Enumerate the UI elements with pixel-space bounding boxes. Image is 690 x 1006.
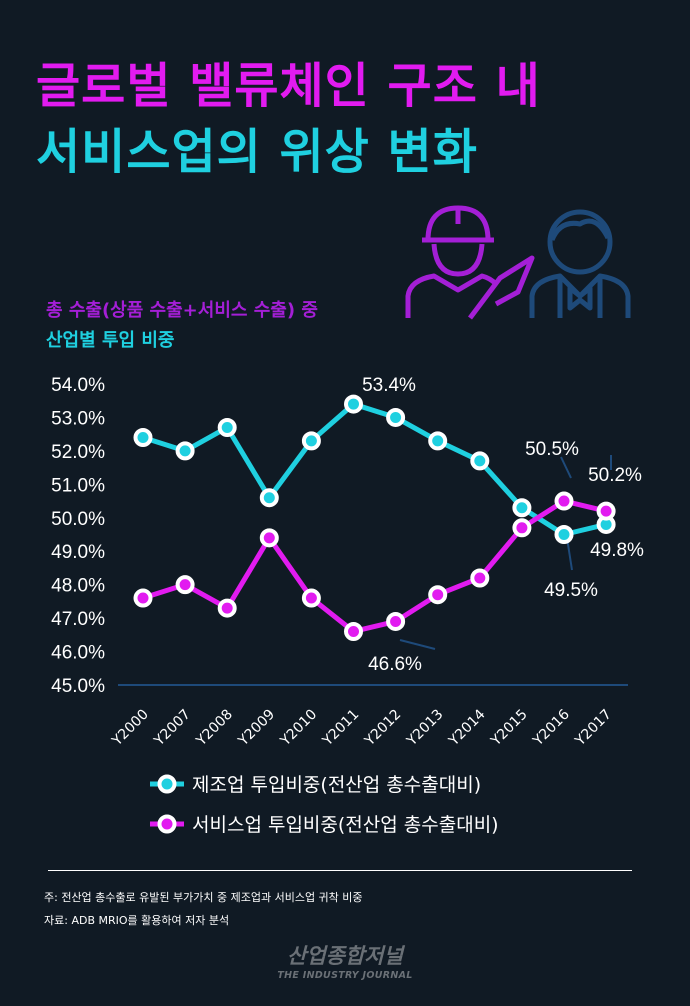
x-tick-label: Y2013 (403, 707, 446, 750)
data-point (554, 525, 574, 544)
y-tick-label: 53.0% (51, 408, 105, 429)
data-point (428, 585, 448, 605)
series-line-0 (142, 401, 607, 537)
businessman-icon (529, 209, 631, 318)
construction-worker-icon (405, 205, 535, 320)
y-tick-label: 48.0% (51, 576, 105, 597)
data-label: 49.5% (544, 580, 598, 601)
source-note: 자료: ADB MRIO를 활용하여 저자 분석 (44, 914, 230, 927)
y-tick-label: 54.0% (51, 375, 105, 396)
y-tick-label: 47.0% (51, 609, 105, 630)
x-tick-label: Y2008 (193, 707, 236, 750)
x-tick-label: Y2007 (151, 707, 194, 750)
y-tick-label: 50.0% (51, 509, 105, 530)
data-point (301, 588, 321, 608)
title-line-1: 글로벌 밸류체인 구조 내 (36, 58, 541, 114)
data-point (344, 621, 363, 641)
data-label: 46.6% (368, 654, 422, 675)
logo-korean: 산업종합저널 (287, 944, 403, 968)
data-point (133, 428, 153, 448)
data-label: 49.8% (590, 540, 644, 561)
data-point (259, 488, 279, 508)
x-tick-label: Y2010 (277, 707, 320, 750)
annotation-leader-line (399, 639, 436, 650)
data-point (512, 498, 532, 518)
data-label: 53.4% (362, 375, 416, 396)
chart-subtitle-2: 산업별 투입 비중 (46, 330, 175, 351)
series-line-1 (142, 498, 607, 634)
x-tick-label: Y2009 (235, 707, 278, 750)
y-tick-label: 45.0% (51, 676, 105, 697)
divider (48, 870, 632, 871)
data-point (175, 575, 195, 595)
chart-subtitle-1: 총 수출(상품 수출+서비스 수출) 중 (46, 300, 318, 321)
data-point (596, 501, 616, 521)
annotation-leader-line (566, 537, 573, 571)
legend-marker-services (150, 814, 184, 833)
legend-item-manufacturing: 제조업 투입비중(전산업 총수출대비) (150, 770, 481, 797)
x-tick-label: Y2015 (487, 707, 530, 750)
data-point (217, 417, 237, 437)
x-tick-label: Y2000 (109, 707, 152, 750)
legend-marker-manufacturing (150, 774, 184, 793)
data-point (175, 441, 195, 461)
x-tick-label: Y2014 (445, 706, 488, 749)
y-tick-label: 46.0% (51, 643, 105, 664)
logo-english: THE INDUSTRY JOURNAL (277, 970, 413, 981)
data-point (301, 431, 321, 451)
annotation-leader-line (560, 456, 572, 479)
legend-item-services: 서비스업 투입비중(전산업 총수출대비) (150, 810, 499, 837)
x-tick-label: Y2017 (572, 707, 615, 750)
data-point (470, 451, 490, 471)
title-line-2: 서비스업의 위상 변화 (36, 124, 478, 180)
footnote: 주: 전산업 총수출로 유발된 부가가치 중 제조업과 서비스업 귀착 비중 (44, 891, 363, 904)
data-point (512, 518, 532, 538)
y-tick-label: 51.0% (51, 475, 105, 496)
legend-label-manufacturing: 제조업 투입비중(전산업 총수출대비) (192, 774, 482, 796)
data-label: 50.5% (525, 439, 579, 460)
publisher-logo: 산업종합저널 THE INDUSTRY JOURNAL (270, 940, 420, 981)
line-chart: 54.0% 53.0% 52.0% 51.0% 50.0% 49.0% 48.0% 47.0%… (51, 375, 644, 750)
legend-label-services: 서비스업 투입비중(전산업 총수출대비) (192, 814, 499, 836)
data-point (386, 611, 406, 631)
data-point (344, 394, 363, 414)
data-point (259, 528, 279, 548)
data-point (133, 588, 153, 608)
x-tick-label: Y2012 (361, 707, 404, 750)
data-point (428, 431, 448, 451)
y-tick-label: 52.0% (51, 442, 105, 463)
data-point (386, 407, 406, 427)
illustration (405, 205, 631, 320)
data-point (554, 491, 574, 511)
data-point (217, 598, 237, 618)
x-tick-label: Y2016 (530, 706, 573, 749)
y-tick-label: 49.0% (51, 542, 105, 563)
data-point (470, 568, 490, 588)
x-tick-label: Y2011 (319, 707, 362, 750)
data-label: 50.2% (588, 465, 642, 486)
